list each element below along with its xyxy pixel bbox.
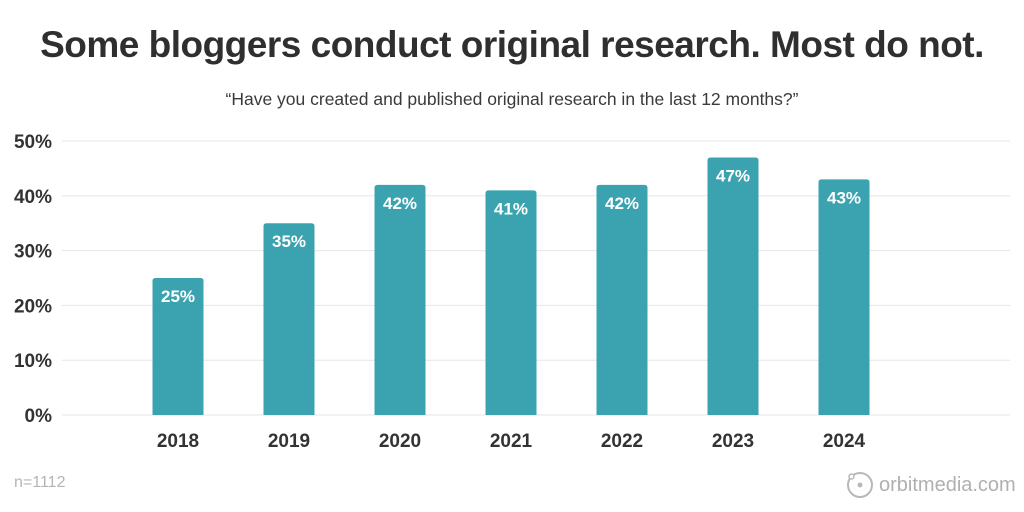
bar-data-label: 25% (161, 287, 195, 306)
bar-data-label: 42% (383, 194, 417, 213)
x-tick-label: 2019 (268, 431, 310, 452)
y-tick-label: 50% (14, 132, 52, 153)
bar (152, 278, 204, 415)
bar (707, 157, 759, 415)
x-tick-label: 2023 (712, 431, 754, 452)
x-tick-label: 2020 (379, 431, 421, 452)
bar-data-label: 41% (494, 199, 528, 218)
bar (818, 179, 870, 415)
y-tick-label: 40% (14, 187, 52, 208)
bar-data-label: 35% (272, 232, 306, 251)
y-tick-label: 20% (14, 296, 52, 317)
bar-data-label: 47% (716, 166, 750, 185)
y-tick-label: 10% (14, 351, 52, 372)
y-tick-label: 30% (14, 242, 52, 263)
bar (263, 223, 315, 415)
sample-size-note: n=1112 (14, 474, 66, 491)
x-tick-label: 2018 (157, 431, 199, 452)
x-tick-label: 2021 (490, 431, 533, 452)
y-tick-label: 0% (25, 406, 53, 427)
chart-subtitle: “Have you created and published original… (225, 89, 799, 109)
bar (485, 190, 537, 415)
logo-text: orbitmedia.com (879, 473, 1016, 496)
bar-data-label: 43% (827, 188, 861, 207)
orbit-icon (847, 472, 873, 498)
bar (596, 184, 648, 415)
bar-data-label: 42% (605, 194, 639, 213)
x-tick-label: 2024 (823, 431, 866, 452)
chart-title: Some bloggers conduct original research.… (40, 24, 984, 65)
bar (374, 184, 426, 415)
x-tick-label: 2022 (601, 431, 643, 452)
orbitmedia-logo: orbitmedia.com (845, 470, 1016, 500)
